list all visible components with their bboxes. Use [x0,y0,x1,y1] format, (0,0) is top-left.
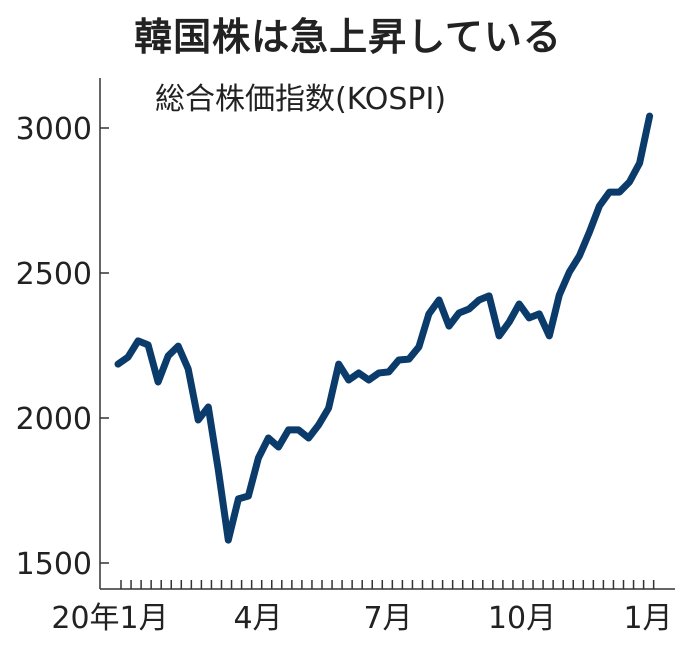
chart-title: 韓国株は急上昇している [134,15,562,59]
x-axis-ticks: 20年1月 4月 7月 10月 1月 [51,580,673,636]
y-tick-label: 2500 [16,257,92,292]
y-tick-label: 1500 [16,547,92,582]
x-tick-label: 20年1月 [51,601,168,636]
x-tick-label: 1月 [623,601,672,636]
x-tick-label: 4月 [233,601,282,636]
kospi-series-line [114,112,654,544]
y-axis-ticks: 1500 2000 2500 3000 [16,112,109,582]
chart-subtitle: 総合株価指数(KOSPI) [155,82,447,117]
x-tick-label: 7月 [363,601,412,636]
axes [99,78,675,590]
x-tick-label: 10月 [488,601,556,636]
y-tick-label: 2000 [16,402,92,437]
y-tick-label: 3000 [16,112,92,147]
